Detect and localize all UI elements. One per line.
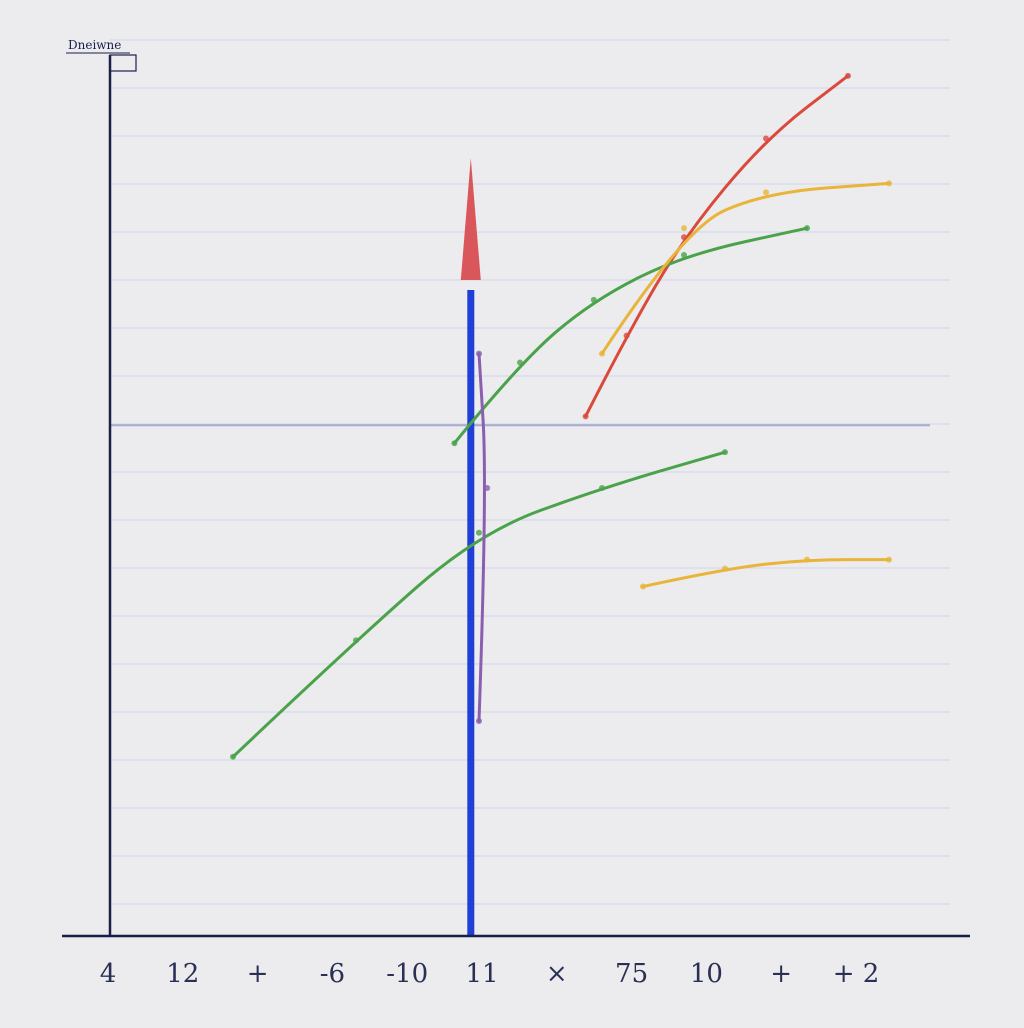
x-tick-label: 11 [465, 959, 498, 989]
series-line [477, 352, 486, 723]
x-tick-label: 10 [690, 959, 723, 989]
series-line [600, 181, 891, 356]
data-point [590, 296, 597, 303]
data-point [353, 637, 359, 644]
data-point [599, 350, 605, 357]
arrow-marker [460, 158, 481, 280]
x-tick-label: + 2 [833, 959, 880, 989]
data-point [845, 72, 851, 79]
data-point [623, 332, 630, 339]
data-point [763, 189, 769, 196]
data-point [681, 252, 687, 259]
data-point [517, 359, 523, 366]
y-axis-cap [109, 54, 137, 72]
x-tick-label: × [546, 959, 568, 989]
data-point [476, 529, 482, 536]
data-point [476, 717, 482, 724]
data-point [451, 440, 458, 447]
x-tick-label: 75 [615, 959, 648, 989]
data-point [484, 485, 491, 491]
x-tick-label: + [770, 959, 792, 989]
axis-layer [62, 52, 970, 938]
data-point [886, 180, 892, 187]
data-point [804, 225, 810, 232]
data-point [763, 135, 769, 142]
data-point [886, 556, 892, 563]
series-line [452, 226, 809, 445]
x-tick-label: 4 [100, 959, 117, 989]
data-point [640, 583, 646, 590]
chart-title: Dneiwne [68, 38, 121, 52]
data-point [722, 565, 728, 572]
x-tick-label: + [247, 959, 269, 989]
series-line [584, 74, 850, 418]
data-point [681, 225, 687, 232]
data-point [722, 449, 728, 456]
x-tick-labels: 4 12 + -6 -10 11 × 75 10 + + 2 [100, 959, 880, 989]
data-point [804, 556, 810, 563]
x-tick-label: 12 [166, 959, 199, 989]
x-tick-label: -6 [320, 959, 345, 989]
data-point [599, 485, 605, 491]
data-point [681, 234, 687, 241]
data-point [476, 350, 482, 357]
x-tick-label: -10 [386, 959, 428, 989]
data-point [230, 753, 236, 760]
grid-layer [110, 39, 950, 905]
data-point [582, 413, 589, 420]
series-layer [110, 72, 930, 936]
series-line [641, 558, 891, 589]
